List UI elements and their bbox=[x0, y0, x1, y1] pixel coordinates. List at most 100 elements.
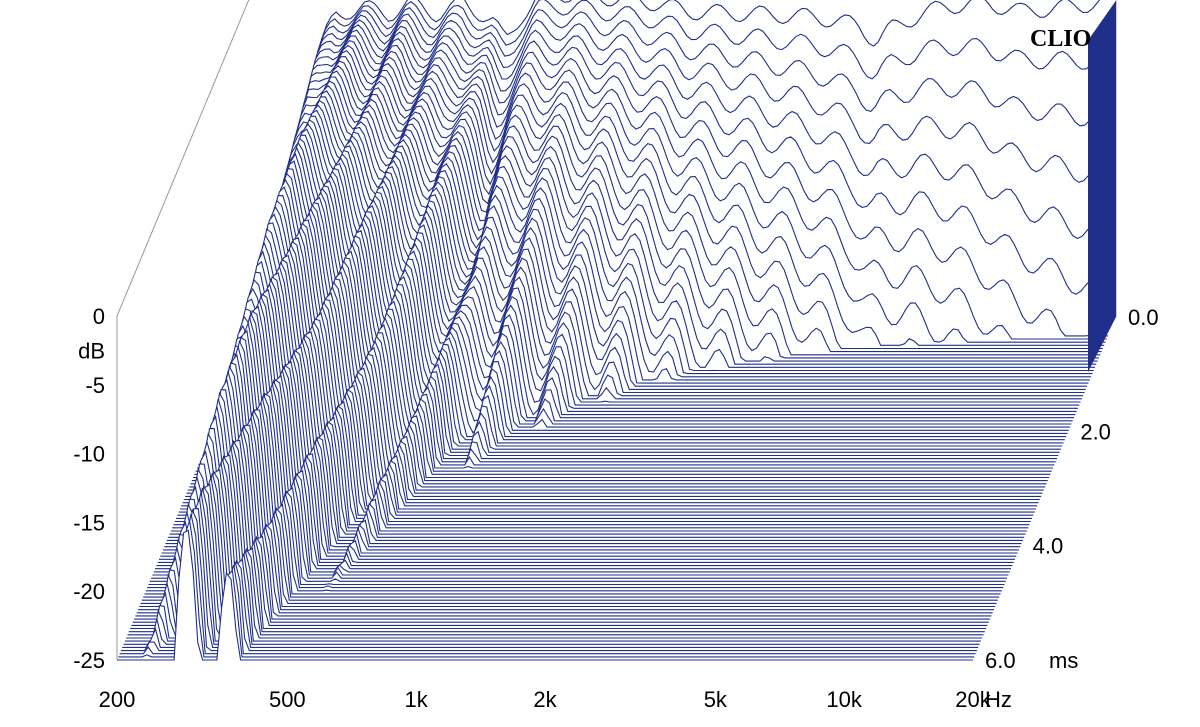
y-tick-label: -15 bbox=[73, 510, 105, 535]
slice-line bbox=[246, 50, 1103, 350]
slice-line bbox=[122, 507, 979, 648]
time-axis: 0.0 2.0 4.0 6.0 ms bbox=[985, 305, 1159, 673]
y-tick-label: -25 bbox=[73, 648, 105, 673]
slice-line bbox=[148, 424, 1005, 586]
t-tick-label: 2.0 bbox=[1080, 419, 1111, 444]
slice-line bbox=[251, 29, 1109, 337]
slice-line bbox=[232, 104, 1089, 384]
slice-line bbox=[197, 240, 1053, 469]
x-tick-label: 2k bbox=[533, 687, 557, 712]
x-tick-label: 20k bbox=[955, 687, 991, 712]
slice-line bbox=[119, 513, 976, 655]
slice-line bbox=[193, 254, 1050, 479]
t-tick-label: 4.0 bbox=[1033, 534, 1064, 559]
slice-line bbox=[203, 219, 1060, 453]
x-axis-unit: Hz bbox=[985, 687, 1012, 712]
slice-line bbox=[202, 222, 1059, 457]
x-tick-label: 200 bbox=[99, 687, 136, 712]
slice-line bbox=[247, 44, 1105, 346]
slice-line bbox=[195, 243, 1052, 472]
x-tick-label: 5k bbox=[704, 687, 728, 712]
slice-line bbox=[234, 96, 1092, 378]
slice-line bbox=[233, 99, 1090, 381]
slice-line bbox=[245, 56, 1102, 353]
slice-line bbox=[118, 520, 975, 658]
slice-line bbox=[252, 24, 1110, 333]
slice-fill bbox=[210, 197, 1067, 437]
t-tick-label: 0.0 bbox=[1128, 305, 1159, 330]
slice-line bbox=[128, 483, 985, 633]
slice-line bbox=[189, 265, 1046, 488]
slice-line bbox=[231, 109, 1088, 387]
slice-line bbox=[255, 13, 1113, 327]
slice-line bbox=[131, 473, 988, 626]
slice-line bbox=[237, 84, 1094, 372]
slice-line bbox=[235, 90, 1093, 375]
slice-line bbox=[194, 248, 1051, 475]
y-tick-label: -10 bbox=[73, 442, 105, 467]
slice-line bbox=[155, 406, 1011, 570]
slice-line bbox=[243, 60, 1101, 356]
slice-line bbox=[259, 0, 1101, 318]
slice-line bbox=[127, 484, 984, 636]
slice-line bbox=[143, 439, 1000, 598]
waterfall-slices bbox=[117, 0, 1116, 661]
slice-line bbox=[186, 275, 1043, 494]
x-tick-label: 1k bbox=[405, 687, 429, 712]
slice-line bbox=[123, 496, 980, 645]
slice-line bbox=[249, 39, 1106, 343]
slice-line bbox=[228, 118, 1085, 394]
slice-line bbox=[250, 35, 1107, 340]
t-tick-label: 6.0 bbox=[985, 648, 1016, 673]
slice-line bbox=[153, 408, 1010, 573]
slice-line bbox=[201, 225, 1057, 460]
slice-line bbox=[140, 446, 997, 605]
slice-line bbox=[147, 426, 1004, 589]
x-tick-label: 10k bbox=[826, 687, 862, 712]
slice-line bbox=[134, 469, 991, 620]
y-tick-label: -5 bbox=[85, 373, 105, 398]
slice-line bbox=[187, 272, 1044, 491]
slice-line bbox=[151, 416, 1008, 579]
side-wall bbox=[1088, 0, 1116, 373]
slice-line bbox=[145, 431, 1002, 592]
slice-line bbox=[135, 460, 992, 617]
slice-line bbox=[126, 487, 983, 639]
slice-line bbox=[185, 278, 1042, 497]
y-tick-label: 0 bbox=[93, 304, 105, 329]
slice-line bbox=[256, 7, 1114, 324]
y-tick-label: -20 bbox=[73, 579, 105, 604]
slice-line bbox=[136, 458, 993, 614]
slice-line bbox=[149, 424, 1006, 582]
slice-line bbox=[183, 282, 1040, 501]
slice-line bbox=[144, 439, 1001, 595]
y-axis: 0 -5 -10 -15 -20 -25 dB bbox=[73, 304, 105, 673]
slice-line bbox=[141, 443, 998, 601]
slice-line bbox=[132, 470, 989, 623]
slice-fill bbox=[122, 508, 979, 648]
slice-line bbox=[138, 454, 994, 611]
slice-line bbox=[241, 70, 1098, 362]
slice-line bbox=[238, 80, 1095, 368]
slice-line bbox=[229, 115, 1086, 390]
slice-line bbox=[152, 410, 1009, 576]
slice-line bbox=[227, 123, 1084, 397]
slice-line bbox=[124, 491, 981, 642]
slice-line bbox=[190, 260, 1047, 485]
slice-line bbox=[242, 65, 1099, 359]
slice-line bbox=[198, 236, 1055, 466]
brand-label: CLIO bbox=[1030, 26, 1091, 52]
slice-line bbox=[120, 508, 977, 652]
slice-line bbox=[199, 230, 1056, 463]
slice-line bbox=[258, 0, 1116, 321]
slice-line bbox=[254, 19, 1112, 330]
y-axis-label: dB bbox=[78, 338, 105, 363]
x-tick-label: 500 bbox=[269, 687, 306, 712]
slice-line bbox=[139, 454, 996, 608]
frame-left-top-edge bbox=[116, 0, 250, 317]
slice-line bbox=[117, 529, 973, 661]
slice-line bbox=[130, 475, 987, 630]
t-axis-unit: ms bbox=[1049, 648, 1078, 673]
